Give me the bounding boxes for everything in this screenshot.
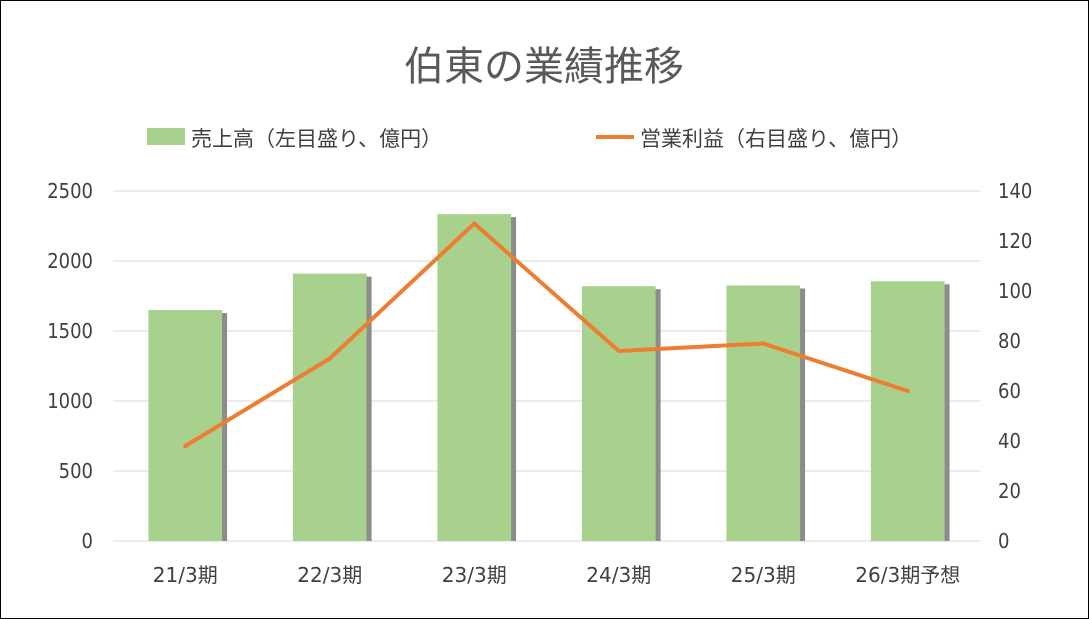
right-axis: 0 20 40 60 80 100 120 140 bbox=[998, 179, 1032, 553]
right-tick-label: 120 bbox=[998, 229, 1032, 253]
left-tick-label: 2000 bbox=[47, 249, 93, 273]
profit-point bbox=[183, 444, 188, 448]
right-tick-label: 80 bbox=[998, 329, 1021, 353]
bar bbox=[292, 273, 367, 541]
left-tick-label: 2500 bbox=[47, 179, 93, 203]
category-axis: 21/3期 22/3期 23/3期 24/3期 25/3期 26/3期予想 bbox=[153, 563, 960, 587]
left-tick-label: 1000 bbox=[47, 389, 93, 413]
category-label: 26/3期予想 bbox=[855, 563, 960, 587]
bars bbox=[148, 214, 950, 541]
category-label: 22/3期 bbox=[297, 563, 362, 587]
legend-swatch-sales bbox=[147, 128, 185, 145]
category-label: 21/3期 bbox=[153, 563, 218, 587]
legend-label-sales: 売上高（左目盛り、億円） bbox=[191, 127, 442, 151]
right-tick-label: 20 bbox=[998, 479, 1021, 503]
bar bbox=[581, 286, 656, 541]
category-label: 24/3期 bbox=[586, 563, 651, 587]
profit-point bbox=[761, 341, 766, 346]
right-tick-label: 60 bbox=[998, 379, 1021, 403]
chart-title: 伯東の業績推移 bbox=[404, 44, 684, 90]
bar bbox=[437, 214, 512, 541]
left-tick-label: 0 bbox=[82, 529, 93, 553]
profit-point bbox=[472, 221, 477, 226]
gridlines bbox=[113, 190, 980, 542]
profit-line-group bbox=[183, 221, 910, 448]
bar bbox=[148, 310, 223, 541]
legend-label-profit: 営業利益（右目盛り、億円） bbox=[640, 127, 912, 151]
legend: 売上高（左目盛り、億円） 営業利益（右目盛り、億円） bbox=[147, 127, 912, 151]
profit-point bbox=[616, 349, 621, 353]
bar bbox=[870, 281, 945, 541]
right-tick-label: 40 bbox=[998, 429, 1021, 453]
right-tick-label: 140 bbox=[998, 179, 1032, 203]
left-tick-label: 1500 bbox=[47, 319, 93, 343]
profit-point bbox=[327, 356, 332, 361]
right-tick-label: 0 bbox=[998, 529, 1009, 553]
left-axis: 0 500 1000 1500 2000 2500 bbox=[47, 179, 93, 553]
category-label: 23/3期 bbox=[442, 563, 507, 587]
category-label: 25/3期 bbox=[731, 563, 796, 587]
right-tick-label: 100 bbox=[998, 279, 1032, 303]
bar bbox=[726, 285, 801, 541]
profit-point bbox=[905, 389, 910, 393]
left-tick-label: 500 bbox=[59, 459, 93, 483]
profit-line bbox=[183, 221, 910, 448]
